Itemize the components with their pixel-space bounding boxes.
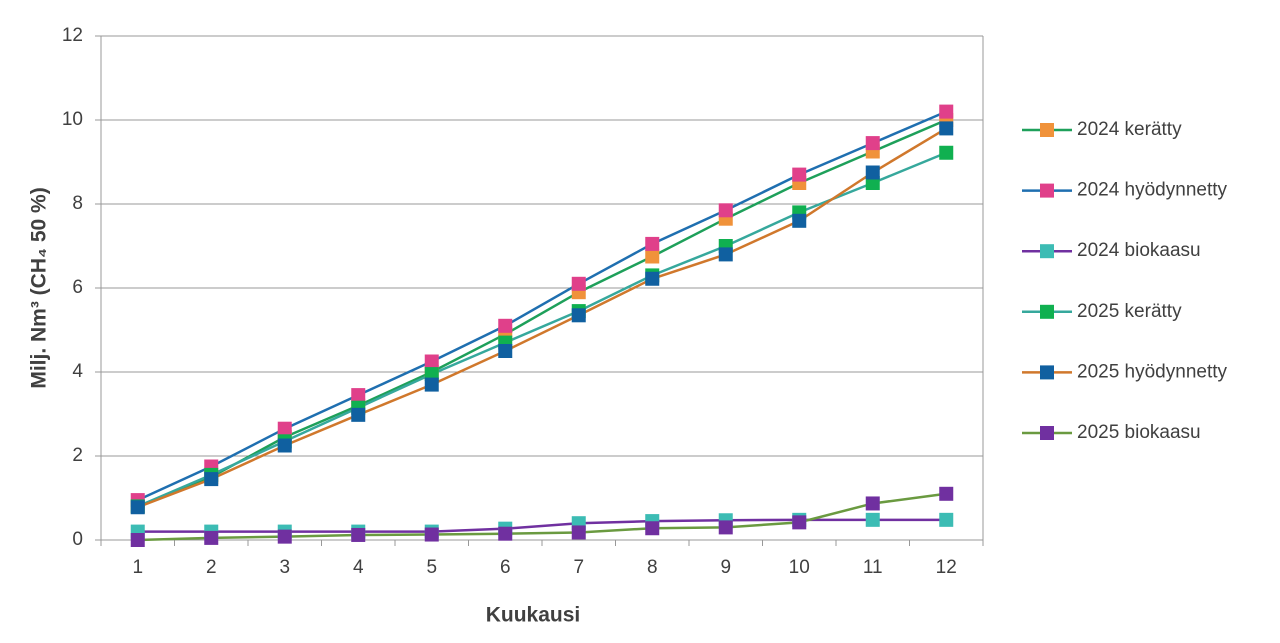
y-tick-label: 10	[62, 109, 83, 130]
marker	[718, 520, 733, 535]
marker	[939, 145, 954, 160]
y-tick-label: 8	[72, 193, 83, 214]
marker	[277, 421, 292, 436]
y-tick-label: 6	[72, 277, 83, 298]
marker	[571, 276, 586, 291]
marker	[424, 354, 439, 369]
y-tick-label: 4	[72, 361, 83, 382]
marker	[645, 521, 660, 536]
legend-marker	[1040, 183, 1054, 198]
y-tick-label: 12	[62, 25, 83, 46]
marker	[130, 500, 145, 515]
marker	[204, 472, 219, 487]
legend-marker	[1040, 123, 1054, 137]
marker	[865, 136, 880, 151]
x-tick-label: 11	[863, 557, 883, 578]
marker	[792, 515, 807, 530]
x-axis-title: Kuukausi	[486, 604, 581, 627]
legend-label: 2025 kerätty	[1077, 301, 1182, 322]
series-line	[137, 110, 947, 502]
x-tick-label: 7	[573, 557, 584, 578]
x-tick-label: 8	[647, 557, 658, 578]
x-tick-label: 10	[789, 557, 810, 578]
legend-label: 2024 biokaasu	[1077, 240, 1201, 261]
x-tick-label: 6	[500, 557, 511, 578]
marker	[424, 377, 439, 392]
marker	[204, 530, 219, 545]
marker	[718, 203, 733, 218]
series-line	[137, 518, 947, 533]
marker	[498, 344, 513, 358]
series-line	[137, 151, 947, 508]
marker	[865, 165, 880, 180]
marker	[718, 247, 733, 262]
legend-marker	[1040, 365, 1054, 380]
legend-label: 2024 kerätty	[1077, 119, 1182, 140]
series-line	[137, 492, 947, 542]
marker	[351, 388, 366, 403]
marker	[939, 121, 954, 136]
legend-marker	[1040, 426, 1054, 440]
legend-marker	[1040, 304, 1054, 319]
x-tick-label: 5	[426, 557, 437, 578]
marker	[645, 236, 660, 251]
legend-label: 2024 hyödynnetty	[1077, 180, 1228, 201]
marker	[645, 271, 660, 286]
x-tick-label: 1	[132, 557, 143, 578]
y-tick-label: 2	[72, 445, 83, 466]
marker	[351, 527, 366, 542]
y-axis-title: Milj. Nm³ (CH₄ 50 %)	[28, 187, 51, 388]
marker	[792, 167, 807, 182]
series-line	[137, 118, 947, 508]
marker	[939, 104, 954, 119]
marker	[939, 512, 954, 527]
marker	[792, 213, 807, 228]
marker	[645, 249, 660, 264]
x-tick-label: 3	[279, 557, 290, 578]
marker	[939, 486, 954, 501]
marker	[498, 318, 513, 333]
marker	[351, 407, 366, 422]
x-tick-label: 12	[936, 557, 957, 578]
series-line	[137, 127, 947, 509]
legend-label: 2025 hyödynnetty	[1077, 361, 1228, 382]
marker	[498, 526, 513, 541]
y-tick-label: 0	[72, 529, 83, 550]
marker	[865, 512, 880, 527]
legend-marker	[1040, 244, 1054, 259]
marker	[571, 525, 586, 540]
marker	[277, 529, 292, 544]
x-tick-label: 9	[720, 557, 731, 578]
marker	[865, 496, 880, 511]
x-tick-label: 4	[353, 557, 364, 578]
legend-label: 2025 biokaasu	[1077, 422, 1201, 443]
marker	[130, 533, 145, 547]
marker	[424, 527, 439, 542]
marker	[571, 308, 586, 323]
x-tick-label: 2	[206, 557, 217, 578]
marker	[277, 438, 292, 453]
